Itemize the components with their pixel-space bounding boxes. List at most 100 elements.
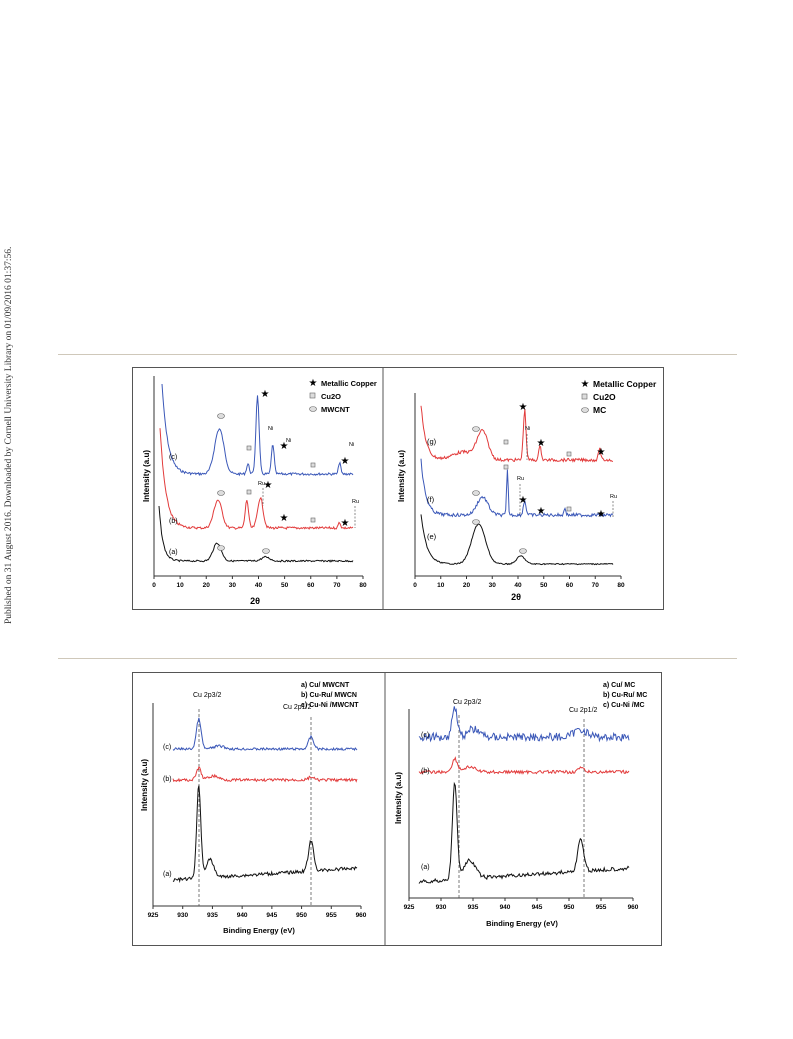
x-tick-label: 60 bbox=[307, 582, 315, 589]
x-tick-label: 10 bbox=[177, 582, 185, 589]
xrd-right-label-f: (f) bbox=[427, 495, 435, 504]
x-tick-label: 930 bbox=[177, 912, 188, 919]
x-tick-label: 940 bbox=[237, 912, 248, 919]
xrd-right-label-g: (g) bbox=[427, 437, 437, 446]
xrd-right-curve-f bbox=[420, 458, 614, 518]
legend-circle-icon bbox=[581, 407, 589, 413]
x-tick-label: 945 bbox=[266, 912, 277, 919]
x-tick-label: 80 bbox=[359, 582, 367, 589]
xps-left-curve-c bbox=[172, 717, 358, 752]
xrd-left-label-c: (c) bbox=[169, 454, 177, 461]
x-tick-label: 40 bbox=[255, 582, 263, 589]
xps-left-label-b: (b) bbox=[163, 776, 172, 783]
copper-star-marker: ★ bbox=[537, 438, 546, 449]
cu2o-marker bbox=[246, 489, 252, 495]
xps-figure-svg: Intensity (a.u) 925 930 935 940 945 950 955 960… bbox=[140, 673, 647, 945]
cu2o-marker bbox=[566, 451, 572, 457]
x-tick-label: 50 bbox=[540, 582, 548, 589]
xrd-left-curve-b bbox=[159, 428, 354, 531]
x-tick-label: 925 bbox=[148, 912, 159, 919]
xps-right-xlabel: Binding Energy (eV) bbox=[486, 919, 558, 928]
ru-marker: Ru bbox=[352, 499, 359, 505]
xrd-right-label-e: (e) bbox=[427, 532, 437, 541]
xrd-figure: Intensity (a.u) 0 10 20 30 40 50 60 70 80 2θ ★ M… bbox=[132, 367, 664, 610]
copper-star-marker: ★ bbox=[537, 506, 546, 517]
xrd-right-panel: Intensity (a.u) 0 10 20 30 40 50 60 70 80 2θ ★ M… bbox=[397, 379, 657, 602]
x-tick-label: 925 bbox=[404, 904, 415, 911]
cu2o-marker bbox=[246, 445, 252, 451]
xps-right-curve-c bbox=[418, 706, 630, 743]
x-tick-label: 50 bbox=[281, 582, 289, 589]
x-tick-label: 930 bbox=[436, 904, 447, 911]
ru-marker: Ru bbox=[258, 481, 265, 487]
x-tick-label: 960 bbox=[628, 904, 639, 911]
xrd-left-ticks: 0 10 20 30 40 50 60 70 80 bbox=[152, 576, 367, 589]
cu2o-marker bbox=[310, 462, 316, 468]
legend-star-icon: ★ bbox=[309, 378, 318, 389]
x-tick-label: 940 bbox=[500, 904, 511, 911]
xrd-right-legend-mc: MC bbox=[593, 405, 606, 415]
download-watermark-text: Published on 31 August 2016. Downloaded … bbox=[4, 246, 14, 624]
xps-right-legend-b: b) Cu-Ru/ MC bbox=[603, 692, 647, 699]
ni-marker: Ni bbox=[286, 438, 291, 444]
ru-marker: Ru bbox=[517, 476, 524, 482]
xrd-left-xlabel: 2θ bbox=[250, 596, 260, 606]
xps-left-ticks: 925 930 935 940 945 950 955 960 bbox=[148, 906, 367, 919]
x-tick-label: 945 bbox=[532, 904, 543, 911]
x-tick-label: 0 bbox=[152, 582, 156, 589]
x-tick-label: 80 bbox=[617, 582, 625, 589]
mc-marker bbox=[472, 426, 480, 432]
xrd-right-curve-g bbox=[420, 405, 614, 463]
x-tick-label: 935 bbox=[468, 904, 479, 911]
xps-right-label-a: (a) bbox=[421, 864, 430, 871]
ru-marker: Ru bbox=[610, 494, 617, 500]
mwcnt-marker bbox=[217, 490, 225, 496]
xps-left-legend-a: a) Cu/ MWCNT bbox=[301, 682, 350, 689]
legend-square-icon bbox=[309, 392, 316, 399]
cu2o-marker bbox=[503, 464, 509, 470]
x-tick-label: 30 bbox=[229, 582, 237, 589]
xps-left-peak2-label: Cu 2p1/2 bbox=[283, 704, 312, 711]
xps-left-label-a: (a) bbox=[163, 871, 172, 878]
ni-marker: Ni bbox=[525, 426, 530, 432]
x-tick-label: 70 bbox=[333, 582, 341, 589]
x-tick-label: 30 bbox=[489, 582, 497, 589]
xps-right-curve-a bbox=[418, 781, 630, 884]
xps-right-label-c: (c) bbox=[421, 732, 429, 739]
x-tick-label: 70 bbox=[592, 582, 600, 589]
ni-marker: Ni bbox=[268, 426, 273, 432]
xrd-right-ticks: 0 10 20 30 40 50 60 70 80 bbox=[413, 576, 625, 589]
xps-right-peak1-label: Cu 2p3/2 bbox=[453, 699, 482, 706]
x-tick-label: 0 bbox=[413, 582, 417, 589]
xrd-right-curve-e bbox=[420, 514, 614, 566]
xps-left-peak1-label: Cu 2p3/2 bbox=[193, 692, 222, 699]
xrd-right-ylabel: Intensity (a.u) bbox=[397, 450, 406, 502]
xrd-left-legend: ★ Metallic Copper Cu2O MWCNT bbox=[309, 378, 377, 414]
top-divider bbox=[58, 354, 737, 355]
xps-left-ylabel: Intensity (a.u) bbox=[140, 759, 149, 811]
bottom-divider bbox=[58, 658, 737, 659]
x-tick-label: 935 bbox=[207, 912, 218, 919]
xrd-figure-svg: Intensity (a.u) 0 10 20 30 40 50 60 70 80 2θ ★ M… bbox=[142, 368, 657, 609]
mc-marker bbox=[519, 548, 527, 554]
copper-star-marker: ★ bbox=[597, 509, 606, 520]
xps-right-ticks: 925 930 935 940 945 950 955 960 bbox=[404, 898, 639, 911]
xps-right-curve-b bbox=[418, 756, 630, 775]
xrd-right-legend-cu2o: Cu2O bbox=[593, 392, 616, 402]
xrd-left-label-a: (a) bbox=[169, 549, 178, 556]
cu2o-marker bbox=[310, 517, 316, 523]
download-watermark: Published on 31 August 2016. Downloaded … bbox=[4, 247, 18, 644]
copper-star-marker: ★ bbox=[597, 447, 606, 458]
copper-star-marker: ★ bbox=[280, 513, 289, 524]
x-tick-label: 955 bbox=[596, 904, 607, 911]
xrd-left-legend-mwcnt: MWCNT bbox=[321, 405, 350, 414]
xps-left-panel: Intensity (a.u) 925 930 935 940 945 950 955 960… bbox=[140, 682, 367, 935]
legend-circle-icon bbox=[309, 406, 317, 412]
ni-marker: Ni bbox=[349, 442, 354, 448]
x-tick-label: 950 bbox=[564, 904, 575, 911]
mwcnt-marker bbox=[217, 413, 225, 419]
xrd-right-xlabel: 2θ bbox=[511, 592, 521, 602]
x-tick-label: 955 bbox=[326, 912, 337, 919]
copper-star-marker: ★ bbox=[341, 518, 350, 529]
x-tick-label: 40 bbox=[514, 582, 522, 589]
